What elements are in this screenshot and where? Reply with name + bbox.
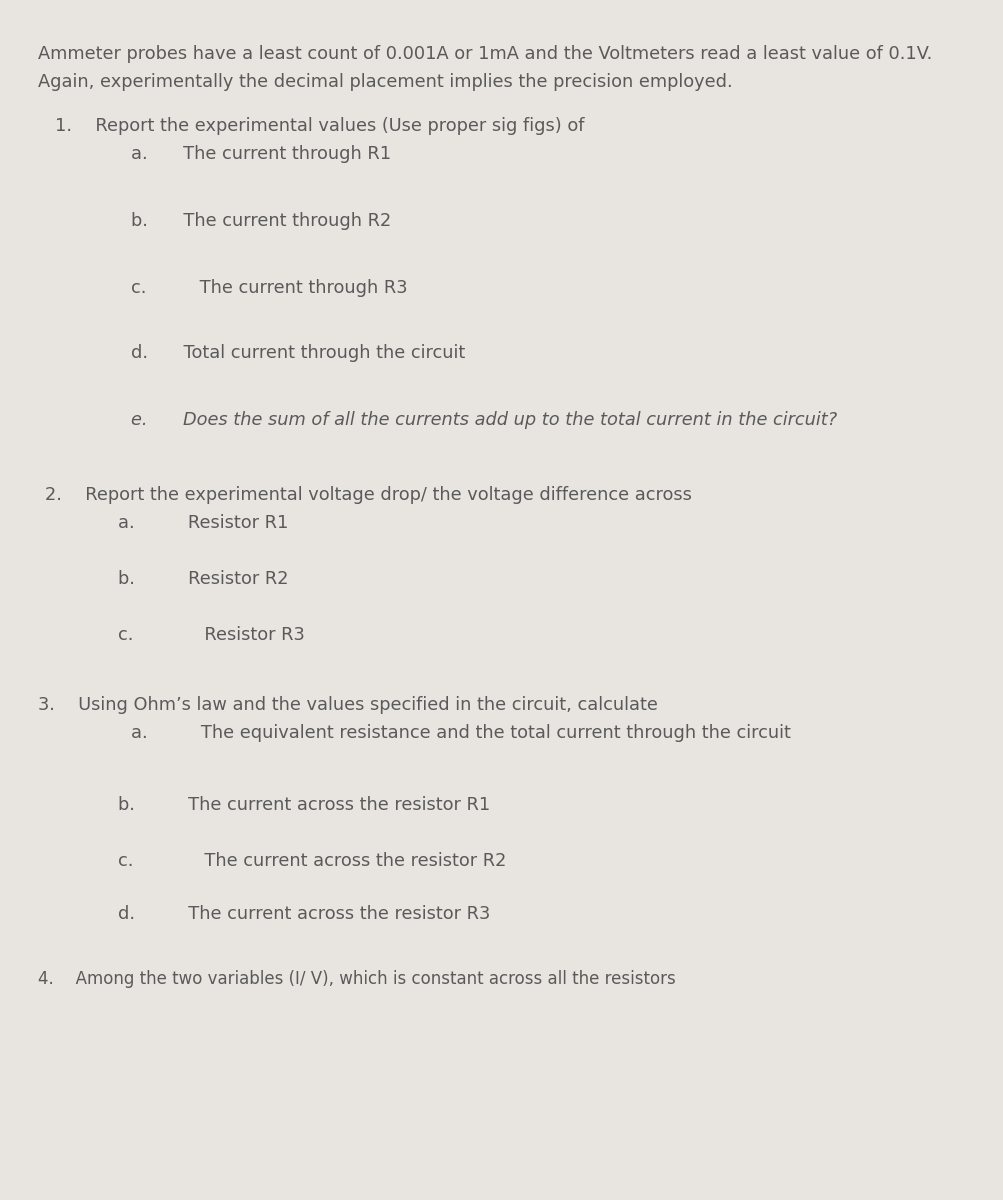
Text: a.  The current through R1: a. The current through R1 bbox=[130, 145, 390, 163]
Text: 3.  Using Ohm’s law and the values specified in the circuit, calculate: 3. Using Ohm’s law and the values specif… bbox=[38, 696, 657, 714]
Text: Again, experimentally the decimal placement implies the precision employed.: Again, experimentally the decimal placem… bbox=[38, 73, 732, 91]
Text: b.   The current across the resistor R1: b. The current across the resistor R1 bbox=[118, 796, 490, 814]
Text: d.  Total current through the circuit: d. Total current through the circuit bbox=[130, 344, 464, 362]
Text: 1.  Report the experimental values (Use proper sig figs) of: 1. Report the experimental values (Use p… bbox=[55, 116, 584, 134]
Text: c.   The current through R3: c. The current through R3 bbox=[130, 278, 406, 296]
Text: b.  The current through R2: b. The current through R2 bbox=[130, 212, 390, 230]
Text: c.    The current across the resistor R2: c. The current across the resistor R2 bbox=[118, 852, 507, 870]
Text: Ammeter probes have a least count of 0.001A or 1mA and the Voltmeters read a lea: Ammeter probes have a least count of 0.0… bbox=[38, 44, 932, 62]
Text: 4.  Among the two variables (I/ V), which is constant across all the resistors: 4. Among the two variables (I/ V), which… bbox=[38, 970, 675, 988]
Text: e.  Does the sum of all the currents add up to the total current in the circuit?: e. Does the sum of all the currents add … bbox=[130, 410, 835, 428]
Text: d.   The current across the resistor R3: d. The current across the resistor R3 bbox=[118, 905, 490, 923]
Text: a.   The equivalent resistance and the total current through the circuit: a. The equivalent resistance and the tot… bbox=[130, 724, 789, 742]
Text: 2.  Report the experimental voltage drop/ the voltage difference across: 2. Report the experimental voltage drop/… bbox=[45, 486, 691, 504]
Text: b.   Resistor R2: b. Resistor R2 bbox=[118, 570, 289, 588]
Text: c.    Resistor R3: c. Resistor R3 bbox=[118, 626, 305, 644]
Text: a.   Resistor R1: a. Resistor R1 bbox=[118, 514, 289, 532]
